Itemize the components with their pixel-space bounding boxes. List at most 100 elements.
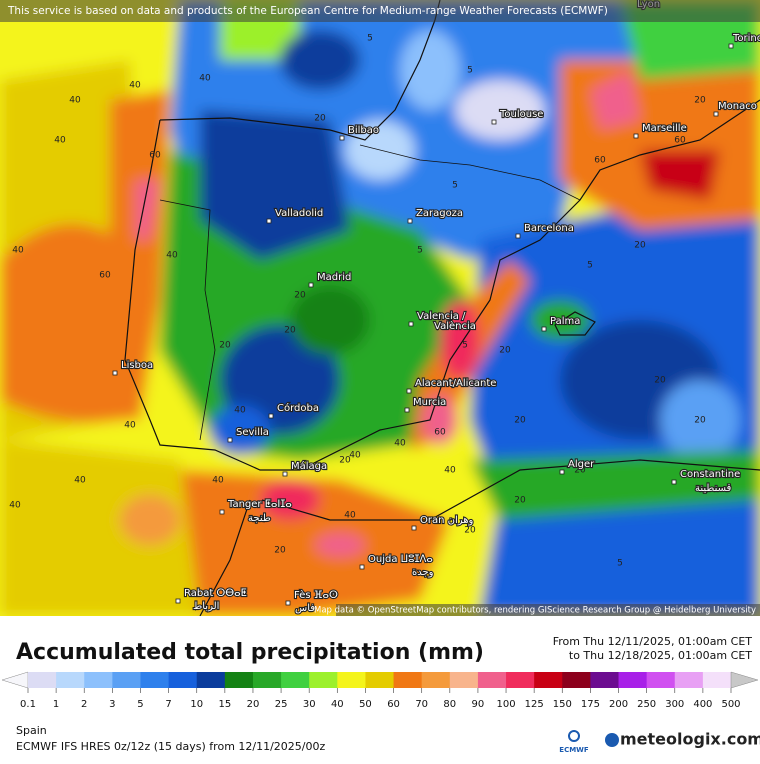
city-marker	[541, 326, 547, 332]
colorbar-swatch	[281, 672, 310, 688]
city-marker	[404, 407, 410, 413]
contour-label: 5	[587, 261, 593, 271]
contour-label: 20	[219, 341, 231, 351]
contour-label: 5	[417, 246, 423, 256]
city-label: Córdoba	[277, 402, 319, 414]
contour-label: 20	[654, 376, 666, 386]
colorbar-label: 40	[331, 699, 344, 710]
colorbar-label: 300	[665, 699, 684, 710]
colorbar-swatch	[168, 672, 198, 688]
city-marker	[285, 600, 291, 606]
colorbar-swatch	[534, 672, 563, 688]
contour-label: 40	[234, 406, 246, 416]
colorbar-swatch	[674, 672, 704, 688]
city-marker	[728, 43, 734, 49]
ecmwf-logo: ECMWF	[559, 746, 589, 754]
colorbar-swatch	[84, 672, 113, 688]
colorbar-swatch	[309, 672, 338, 688]
city-label: Barcelona	[524, 223, 574, 234]
contour-label: 60	[594, 156, 606, 166]
colorbar-swatch	[562, 672, 591, 688]
colorbar-swatch	[449, 672, 479, 688]
contour-label: 5	[367, 34, 373, 44]
contour-label: 40	[199, 74, 211, 84]
colorbar-arrow-right	[730, 671, 759, 689]
colorbar-arrow-left	[1, 671, 29, 689]
colorbar-label: 500	[721, 699, 740, 710]
attribution-band	[0, 0, 760, 22]
colorbar-swatch	[28, 672, 57, 688]
colorbar-swatch	[140, 672, 170, 688]
colorbar-label: 70	[415, 699, 428, 710]
city-marker	[713, 111, 719, 117]
city-label: Bilbao	[348, 125, 379, 136]
contour-label: 20	[284, 326, 296, 336]
contour-label: 20	[514, 416, 526, 426]
city-label: Valladolid	[275, 208, 323, 219]
contour-label: 20	[634, 241, 646, 251]
colorbar-swatch	[618, 672, 648, 688]
colorbar-swatch	[393, 672, 423, 688]
colorbar-label: 0.1	[20, 699, 36, 710]
colorbar-label: 2	[81, 699, 87, 710]
city-marker	[227, 437, 233, 443]
city-label: Constantine	[680, 469, 740, 480]
city-label: Lisboa	[121, 360, 153, 371]
city-marker	[515, 233, 521, 239]
colorbar-swatch	[421, 672, 451, 688]
colorbar-label: 1	[53, 699, 59, 710]
city-label: Murcia	[413, 397, 446, 408]
colorbar-label: 20	[247, 699, 260, 710]
city-marker	[112, 370, 118, 376]
city-marker	[411, 525, 417, 531]
contour-label: 20	[694, 96, 706, 106]
contour-label: 40	[212, 476, 224, 486]
contour-label: 60	[149, 151, 161, 161]
city-label: طنجة	[248, 513, 271, 524]
contour-label: 5	[452, 181, 458, 191]
city-label: Zaragoza	[416, 208, 463, 219]
contour-label: 40	[166, 251, 178, 261]
city-marker	[282, 471, 288, 477]
city-label: Valencia /	[417, 311, 466, 322]
city-marker	[359, 564, 365, 570]
colorbar-label: 175	[581, 699, 600, 710]
colorbar-label: 100	[496, 699, 515, 710]
city-marker	[408, 321, 414, 327]
contour-label: 40	[69, 96, 81, 106]
colorbar-swatch	[702, 672, 732, 688]
city-label: Marseille	[642, 123, 687, 134]
contour-label: 20	[464, 526, 476, 536]
colorbar-label: 15	[218, 699, 231, 710]
city-marker	[406, 388, 412, 394]
credit-band	[336, 604, 760, 616]
city-marker	[175, 598, 181, 604]
date-from: From Thu 12/11/2025, 01:00am CET	[553, 635, 753, 648]
colorbar-swatch	[365, 672, 395, 688]
contour-label: 40	[444, 466, 456, 476]
colorbar-label: 250	[637, 699, 656, 710]
contour-label: 40	[9, 501, 21, 511]
attribution: This service is based on data and produc…	[7, 5, 608, 17]
city-label: Fès ⴼⴰⵙ	[294, 589, 338, 601]
colorbar-label: 150	[553, 699, 572, 710]
city-label: قسنطينة	[695, 483, 732, 494]
contour-label: 60	[434, 428, 446, 438]
city-marker	[339, 135, 345, 141]
city-marker	[219, 509, 225, 515]
colorbar-swatch	[477, 672, 507, 688]
colorbar-label: 60	[387, 699, 400, 710]
contour-label: 40	[344, 511, 356, 521]
colorbar-label: 25	[275, 699, 288, 710]
city-marker	[633, 133, 639, 139]
colorbar-swatch	[337, 672, 366, 688]
contour-label: 20	[499, 346, 511, 356]
city-label: Palma	[550, 316, 580, 327]
colorbar-label: 10	[190, 699, 203, 710]
contour-label: 20	[314, 114, 326, 124]
city-label: Monaco	[718, 101, 757, 112]
colorbar-label: 400	[693, 699, 712, 710]
city-label: Alacant/Alicante	[415, 378, 496, 389]
logo-icon	[605, 733, 619, 747]
